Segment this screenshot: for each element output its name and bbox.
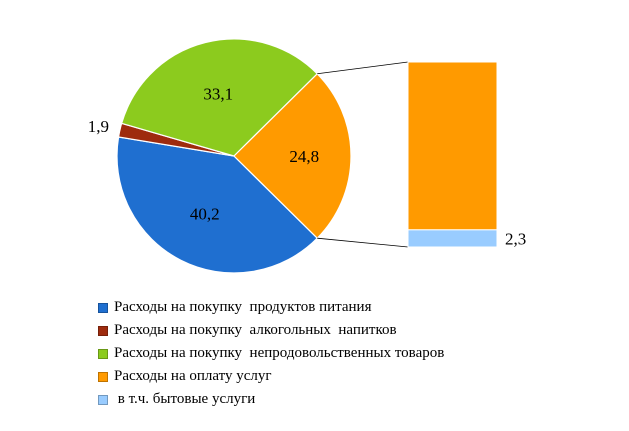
- legend-swatch: [98, 394, 108, 405]
- data-labels: 40,2 1,9 33,1 24,8 2,3: [88, 85, 527, 249]
- legend-item-services: Расходы на оплату услуг: [98, 365, 444, 388]
- legend: Расходы на покупку продуктов питания Рас…: [98, 296, 444, 411]
- connector-bottom: [317, 237, 409, 248]
- legend-label: Расходы на покупку алкогольных напитков: [114, 322, 397, 338]
- bar-segment-household: [407, 229, 498, 248]
- data-label-alcohol: 1,9: [88, 117, 109, 136]
- data-label-nonfood: 33,1: [203, 85, 233, 104]
- legend-label: Расходы на оплату услуг: [114, 368, 272, 384]
- legend-swatch: [98, 325, 108, 336]
- connector-lines: [317, 61, 409, 248]
- legend-swatch: [98, 348, 108, 359]
- legend-label: Расходы на покупку продуктов питания: [114, 299, 372, 315]
- pie-slice-nonfood: [120, 38, 319, 157]
- connector-top: [317, 61, 409, 75]
- legend-item-nonfood: Расходы на покупку непродовольственных т…: [98, 342, 444, 365]
- legend-item-alcohol: Расходы на покупку алкогольных напитков: [98, 319, 444, 342]
- legend-label: в т.ч. бытовые услуги: [114, 391, 256, 407]
- pie-slice-services: [233, 72, 352, 240]
- pie: [116, 38, 352, 274]
- legend-item-food: Расходы на покупку продуктов питания: [98, 296, 444, 319]
- legend-swatch: [98, 302, 108, 313]
- breakout-bar: [407, 61, 498, 248]
- data-label-household: 2,3: [505, 229, 526, 248]
- data-label-services: 24,8: [289, 147, 319, 166]
- bar-segment-services-other: [407, 61, 498, 231]
- pie-slice-food: [116, 136, 319, 274]
- legend-item-household: в т.ч. бытовые услуги: [98, 388, 444, 411]
- legend-swatch: [98, 371, 108, 382]
- legend-label: Расходы на покупку непродовольственных т…: [114, 345, 445, 361]
- data-label-food: 40,2: [190, 204, 220, 223]
